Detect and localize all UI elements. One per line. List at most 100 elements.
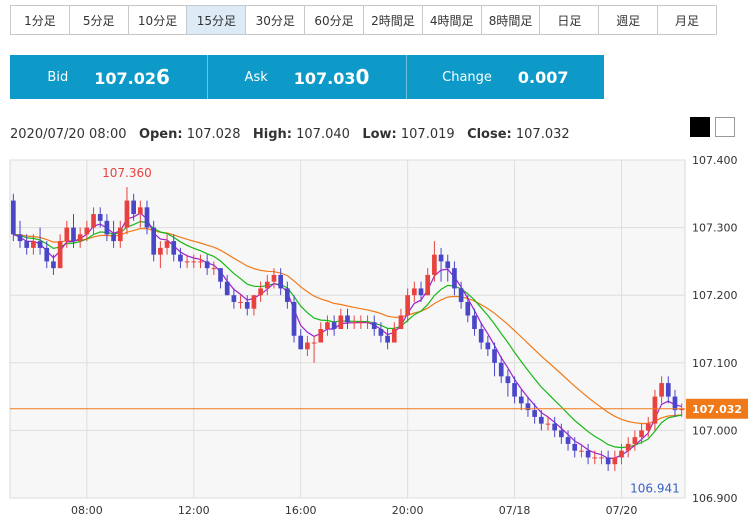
candle-body <box>37 241 43 248</box>
candle-body <box>559 430 564 438</box>
tab-timeframe-3[interactable]: 15分足 <box>187 6 247 34</box>
candle-body <box>198 261 203 263</box>
x-tick-label: 08:00 <box>71 504 103 517</box>
candle-body <box>391 329 397 343</box>
candle-body <box>371 322 377 329</box>
candle-body <box>211 268 217 270</box>
tab-timeframe-1[interactable]: 5分足 <box>70 6 129 34</box>
candlestick-chart: 106.900 107.000 107.100 107.200 107.300 107.4… <box>9 154 748 517</box>
high-label: High: <box>252 127 292 142</box>
tab-timeframe-7[interactable]: 4時間足 <box>423 6 482 34</box>
candle-body <box>305 342 310 350</box>
y-tick-label: 107.000 <box>692 424 738 437</box>
candle-body <box>184 261 190 263</box>
ask-label: Ask <box>244 69 268 85</box>
high-value: 107.040 <box>296 127 350 142</box>
candle-body <box>264 281 270 289</box>
candle-body <box>331 322 337 329</box>
change-label: Change <box>442 69 492 85</box>
candle-body <box>171 241 177 255</box>
open-value: 107.028 <box>186 127 241 142</box>
x-tick-label: 12:00 <box>178 504 210 517</box>
candle-body <box>218 268 223 282</box>
bid-label: Bid <box>47 69 69 85</box>
tab-timeframe-4[interactable]: 30分足 <box>246 6 306 34</box>
tab-timeframe-11[interactable]: 月足 <box>675 13 700 28</box>
candle-body <box>345 315 350 323</box>
candle-body <box>445 261 451 269</box>
bid-value: 107.026 <box>94 65 170 89</box>
candle-body <box>258 288 263 296</box>
light-theme-button[interactable] <box>715 117 735 137</box>
candle-body <box>318 329 324 343</box>
candle-body <box>178 254 183 262</box>
candle-body <box>124 200 130 228</box>
tab-timeframe-8[interactable]: 8時間足 <box>482 6 541 34</box>
candle-body <box>338 315 344 329</box>
candle-body <box>652 396 658 424</box>
candle-body <box>291 301 297 336</box>
ohlc-datetime: 2020/07/20 08:00 <box>10 127 127 142</box>
candle-body <box>485 342 491 350</box>
candle-body <box>17 234 23 242</box>
candle-body <box>351 322 357 324</box>
tab-timeframe-0[interactable]: 1分足 <box>11 6 70 34</box>
change-cell: Change 0.007 <box>407 55 604 99</box>
candle-body <box>358 322 364 324</box>
candle-body <box>619 450 624 458</box>
candle-body <box>659 383 664 397</box>
candle-body <box>512 383 517 397</box>
candle-body <box>137 207 143 215</box>
low-label: Low: <box>362 127 397 142</box>
tab-timeframe-9[interactable]: 日足 <box>540 6 600 34</box>
dark-theme-button[interactable] <box>690 117 710 137</box>
candle-body <box>472 315 477 329</box>
y-tick-label: 107.300 <box>692 222 738 235</box>
y-tick-label: 107.200 <box>692 289 738 302</box>
low-value: 107.019 <box>400 127 455 142</box>
candle-body <box>24 241 30 248</box>
candle-body <box>645 423 651 431</box>
candle-body <box>44 247 50 262</box>
candle-body <box>605 457 611 465</box>
candle-body <box>411 288 417 296</box>
candle-body <box>478 329 484 343</box>
tab-timeframe-2[interactable]: 10分足 <box>129 6 188 34</box>
low-annotation: 106.941 <box>630 481 680 495</box>
candle-body <box>585 450 591 458</box>
candle-body <box>298 335 304 350</box>
candle-body <box>164 241 170 248</box>
candle-body <box>505 376 511 384</box>
candle-body <box>632 437 638 444</box>
timeframe-tabs: 1分足 5分足 10分足 15分足 30分足 60分足 2時間足 4時間足 8時間足 日足 週足 月足 <box>10 5 717 35</box>
candle-body <box>405 295 410 316</box>
ask-cell: Ask 107.030 <box>208 55 407 99</box>
tab-timeframe-10[interactable]: 週足 <box>599 6 659 34</box>
candle-body <box>31 241 36 248</box>
candle-body <box>665 383 671 397</box>
candle-body <box>151 227 157 255</box>
candle-body <box>231 295 237 302</box>
candle-body <box>532 410 537 417</box>
candle-body <box>271 274 277 282</box>
candle-body <box>432 254 437 275</box>
candle-body <box>117 227 123 242</box>
candle-body <box>465 301 471 316</box>
y-tick-label: 106.900 <box>692 492 738 505</box>
tab-timeframe-5[interactable]: 60分足 <box>305 6 364 34</box>
y-tick-label: 107.100 <box>692 357 738 370</box>
candle-body <box>398 315 404 329</box>
tab-timeframe-6[interactable]: 2時間足 <box>364 6 423 34</box>
candle-body <box>144 207 150 228</box>
candle-body <box>325 322 330 329</box>
ma-long-line <box>13 227 682 425</box>
candle-body <box>378 329 384 336</box>
candle-body <box>545 423 551 425</box>
x-tick-label: 20:00 <box>392 504 424 517</box>
ask-value: 107.030 <box>293 65 370 89</box>
candle-body <box>639 430 644 438</box>
x-tick-label: 07/20 <box>606 504 638 517</box>
open-label: Open: <box>138 127 183 142</box>
candle-body <box>452 268 457 289</box>
candle-body <box>158 247 163 255</box>
